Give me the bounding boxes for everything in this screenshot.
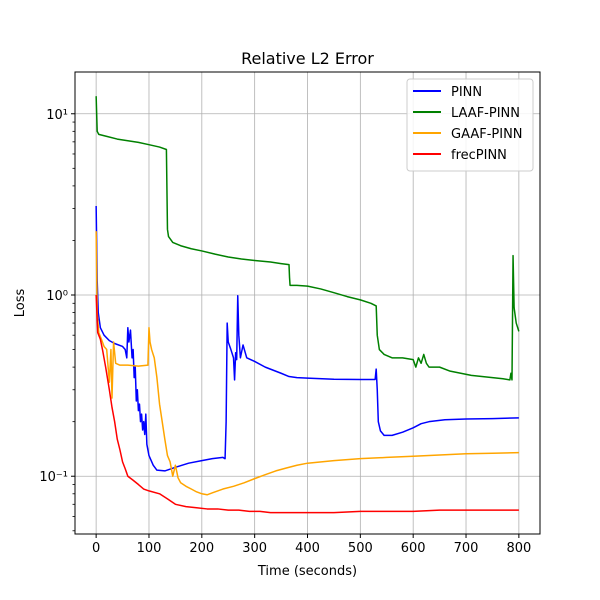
y-axis-label: Loss <box>13 289 28 318</box>
y-tick-label: 10⁻¹ <box>39 470 68 485</box>
legend-label: GAAF-PINN <box>451 127 523 142</box>
legend-label: frecPINN <box>451 148 507 163</box>
x-tick-label: 500 <box>348 541 373 556</box>
x-tick-label: 800 <box>506 541 531 556</box>
legend-box <box>406 78 534 172</box>
y-tick-layer: 10⁻¹ 10⁰ 10¹ <box>39 108 75 532</box>
x-tick-label: 100 <box>137 541 162 556</box>
series-layer <box>95 96 520 514</box>
x-tick-label: 700 <box>454 541 479 556</box>
series-line-laaf-pinn <box>95 96 520 381</box>
x-tick-label: 400 <box>295 541 320 556</box>
x-axis-label: Time (seconds) <box>257 564 357 579</box>
legend: PINN LAAF-PINN GAAF-PINN frecPINN <box>406 78 534 172</box>
legend-label: PINN <box>451 85 482 100</box>
series-line-pinn <box>95 205 519 472</box>
x-tick-layer: 0 100 200 300 400 500 600 700 800 <box>92 534 531 556</box>
y-tick-label: 10⁰ <box>46 289 68 304</box>
x-tick-label: 0 <box>92 541 100 556</box>
x-tick-label: 600 <box>401 541 426 556</box>
series-line-gaaf-pinn <box>95 231 519 496</box>
x-tick-label: 200 <box>189 541 214 556</box>
series-line-frecpinn <box>95 294 519 514</box>
legend-label: LAAF-PINN <box>451 106 520 121</box>
chart-title: Relative L2 Error <box>241 49 374 68</box>
y-tick-label: 10¹ <box>46 108 68 123</box>
x-tick-label: 300 <box>242 541 267 556</box>
